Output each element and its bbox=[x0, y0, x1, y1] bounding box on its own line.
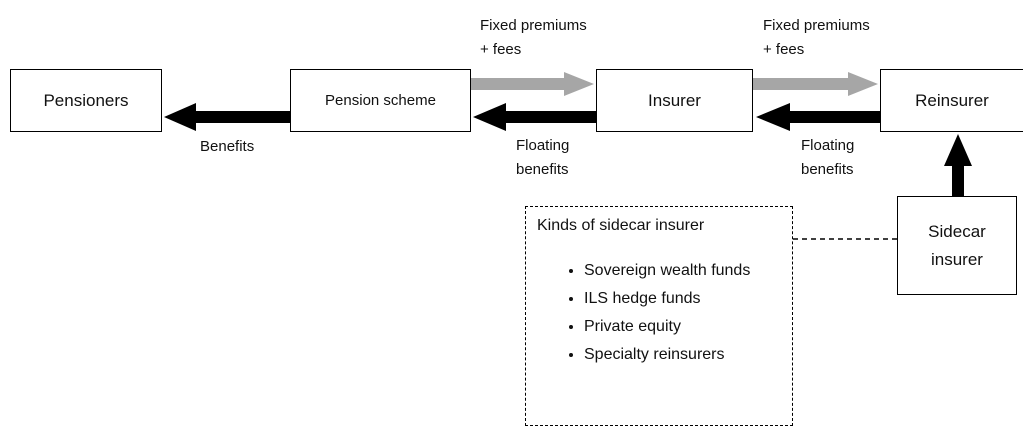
arrow bbox=[164, 103, 290, 131]
arrows bbox=[164, 72, 972, 240]
arrow bbox=[944, 134, 972, 196]
label-line: Fixed premiums bbox=[480, 17, 587, 34]
node: Pensioners bbox=[10, 69, 162, 132]
list-item: Private equity bbox=[584, 313, 762, 341]
black-arrows bbox=[164, 103, 972, 196]
kinds-list: Sovereign wealth funds ILS hedge funds P… bbox=[542, 257, 762, 369]
arrow bbox=[470, 72, 594, 96]
node: Pension scheme bbox=[290, 69, 471, 132]
label-line: + fees bbox=[763, 41, 805, 58]
box-title: Kinds of sidecar insurer bbox=[537, 217, 705, 234]
page: Pensioners Pension scheme Insurer Reinsu… bbox=[0, 0, 1023, 417]
label-line: Floating bbox=[516, 137, 570, 154]
label-line: benefits bbox=[516, 161, 569, 178]
edge-label: Floating benefits bbox=[516, 134, 569, 182]
label-line: + fees bbox=[480, 41, 522, 58]
list-item: Sovereign wealth funds bbox=[584, 257, 762, 285]
sidecar-kinds-box: Kinds of sidecar insurer Sovereign wealt… bbox=[525, 206, 793, 426]
edge-label: Fixed premiums + fees bbox=[763, 14, 870, 62]
arrow bbox=[752, 72, 878, 96]
edge-label: Fixed premiums + fees bbox=[480, 14, 587, 62]
node: Insurer bbox=[596, 69, 753, 132]
node: Reinsurer bbox=[880, 69, 1023, 132]
node: Sidecar insurer bbox=[897, 196, 1017, 295]
label-line: benefits bbox=[801, 161, 854, 178]
gray-arrows bbox=[470, 72, 878, 96]
label-line: Benefits bbox=[200, 138, 255, 155]
arrow bbox=[756, 103, 880, 131]
edge-label: Floating benefits bbox=[801, 134, 854, 182]
arrow bbox=[473, 103, 596, 131]
label-line: Floating bbox=[801, 137, 855, 154]
list-item: Specialty reinsurers bbox=[584, 341, 762, 369]
label-line: Fixed premiums bbox=[763, 17, 870, 34]
list-item: ILS hedge funds bbox=[584, 285, 762, 313]
edge-label: Benefits bbox=[200, 135, 254, 159]
